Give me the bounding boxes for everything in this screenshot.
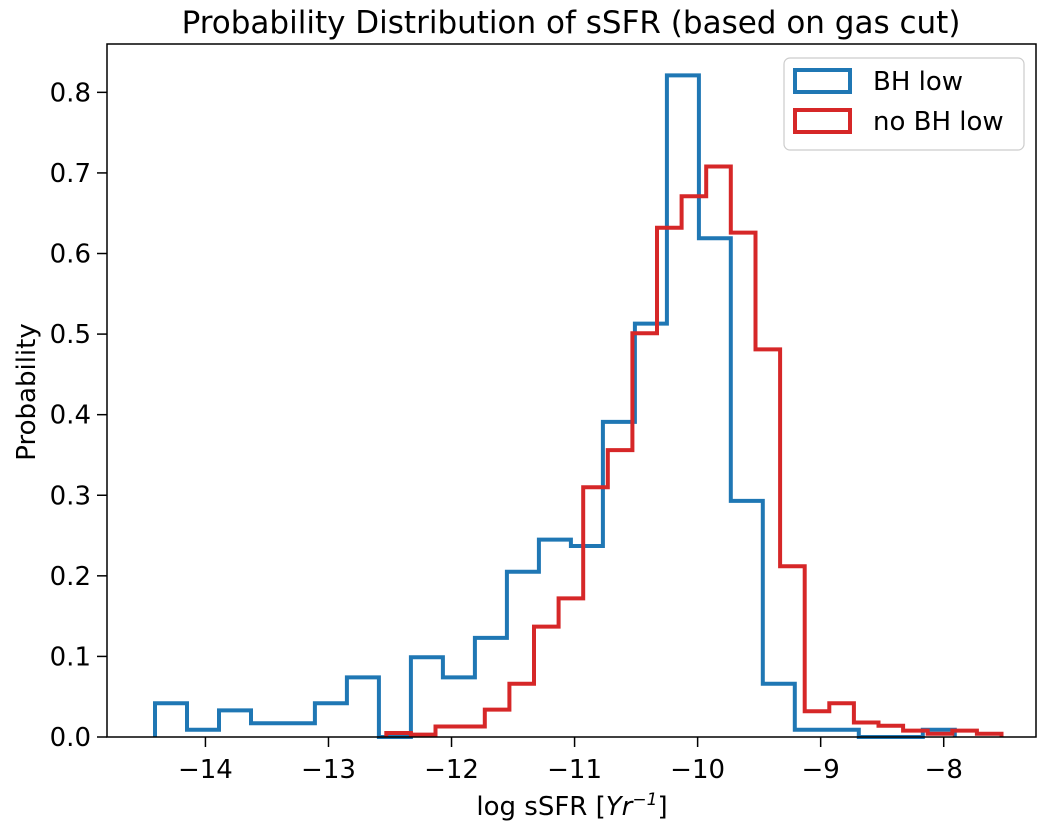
x-tick-label: −13 xyxy=(301,755,356,785)
histogram-series-1 xyxy=(153,73,957,739)
y-tick-label: 0.2 xyxy=(50,562,91,592)
legend-label: no BH low xyxy=(873,107,1004,137)
y-tick-label: 0.1 xyxy=(50,642,91,672)
x-tick-label: −14 xyxy=(178,755,233,785)
y-axis-label: Probability xyxy=(12,323,42,460)
legend-label: BH low xyxy=(873,67,963,97)
x-tick-label: −9 xyxy=(802,755,840,785)
y-tick-label: 0.4 xyxy=(50,401,91,431)
y-tick-label: 0.8 xyxy=(50,78,91,108)
y-tick-label: 0.7 xyxy=(50,159,91,189)
y-tick-label: 0.0 xyxy=(50,723,91,753)
axes-frame xyxy=(106,43,1037,738)
plot-area xyxy=(153,73,1004,739)
x-tick-label: −11 xyxy=(547,755,602,785)
y-tick-label: 0.3 xyxy=(50,481,91,511)
chart-title: Probability Distribution of sSFR (based … xyxy=(182,5,961,41)
y-axis: 0.0 0.1 0.2 0.3 0.4 0.5 0.6 0.7 0.8 xyxy=(50,78,107,753)
legend: BH low no BH low xyxy=(783,57,1025,151)
legend-swatch xyxy=(793,68,852,94)
y-tick-label: 0.6 xyxy=(50,240,91,270)
y-tick-label: 0.5 xyxy=(50,320,91,350)
x-tick-label: −12 xyxy=(424,755,479,785)
x-tick-label: −10 xyxy=(670,755,725,785)
x-axis: −14 −13 −12 −11 −10 −9 −8 xyxy=(178,737,963,785)
x-axis-label: log sSFR [Yr−1] xyxy=(476,790,667,822)
legend-swatch xyxy=(793,108,852,134)
histogram-series-2 xyxy=(384,164,1004,737)
x-tick-label: −8 xyxy=(925,755,963,785)
legend-box xyxy=(783,57,1025,151)
